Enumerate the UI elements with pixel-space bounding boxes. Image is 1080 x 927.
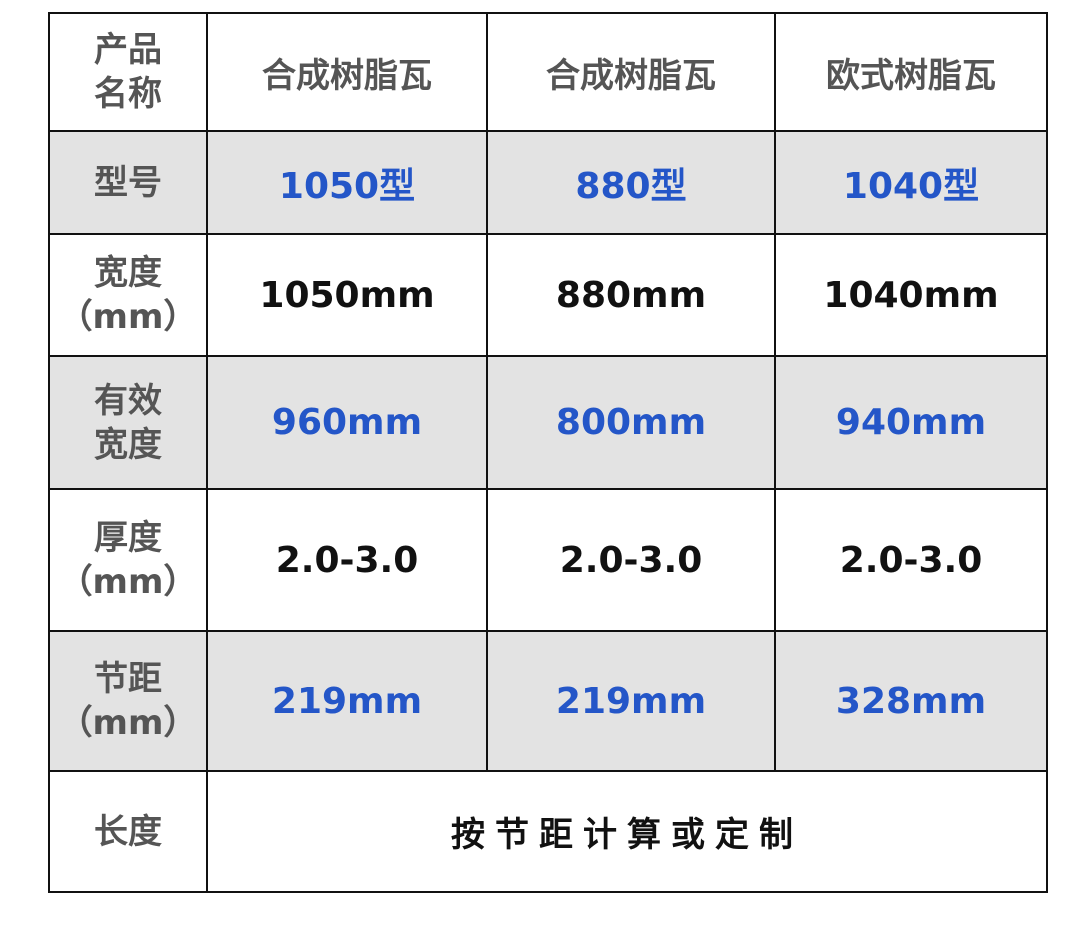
table-row-model: 型号 1050型 880型 1040型 (48, 130, 1048, 235)
table-row-length: 长度 按节距计算或定制 (48, 770, 1048, 893)
row-label: 长度 (48, 770, 208, 893)
row-label: 宽度 （mm） (48, 233, 208, 357)
cell: 880mm (486, 233, 776, 357)
column-header: 欧式树脂瓦 (774, 12, 1048, 132)
column-header: 合成树脂瓦 (486, 12, 776, 132)
spec-table: 产品 名称 合成树脂瓦 合成树脂瓦 欧式树脂瓦 型号 1050型 880型 10… (48, 12, 1048, 893)
label-text: 型号 (94, 162, 162, 203)
cell: 800mm (486, 355, 776, 490)
table-row-thickness: 厚度 （mm） 2.0-3.0 2.0-3.0 2.0-3.0 (48, 488, 1048, 632)
table-row-width: 宽度 （mm） 1050mm 880mm 1040mm (48, 233, 1048, 357)
cell: 328mm (774, 630, 1048, 772)
cell: 219mm (206, 630, 488, 772)
cell: 1040mm (774, 233, 1048, 357)
cell: 960mm (206, 355, 488, 490)
cell: 2.0-3.0 (774, 488, 1048, 632)
cell: 880型 (486, 130, 776, 235)
row-label: 节距 （mm） (48, 630, 208, 772)
cell: 2.0-3.0 (206, 488, 488, 632)
label-text: 有效 宽度 (94, 380, 162, 465)
table-row-effective-width: 有效 宽度 960mm 800mm 940mm (48, 355, 1048, 490)
label-text: 宽度 （mm） (58, 253, 198, 337)
cell: 1050型 (206, 130, 488, 235)
label-text: 厚度 （mm） (58, 518, 198, 602)
row-label: 型号 (48, 130, 208, 235)
row-label: 厚度 （mm） (48, 488, 208, 632)
cell: 2.0-3.0 (486, 488, 776, 632)
merged-cell: 按节距计算或定制 (206, 770, 1048, 893)
cell: 219mm (486, 630, 776, 772)
label-text: 节距 （mm） (58, 659, 198, 743)
column-header: 合成树脂瓦 (206, 12, 488, 132)
row-label: 有效 宽度 (48, 355, 208, 490)
row-label: 产品 名称 (48, 12, 208, 132)
cell: 940mm (774, 355, 1048, 490)
cell: 1040型 (774, 130, 1048, 235)
table-row-pitch: 节距 （mm） 219mm 219mm 328mm (48, 630, 1048, 772)
header-row: 产品 名称 合成树脂瓦 合成树脂瓦 欧式树脂瓦 (48, 12, 1048, 132)
cell: 1050mm (206, 233, 488, 357)
label-text: 产品 名称 (94, 30, 162, 114)
